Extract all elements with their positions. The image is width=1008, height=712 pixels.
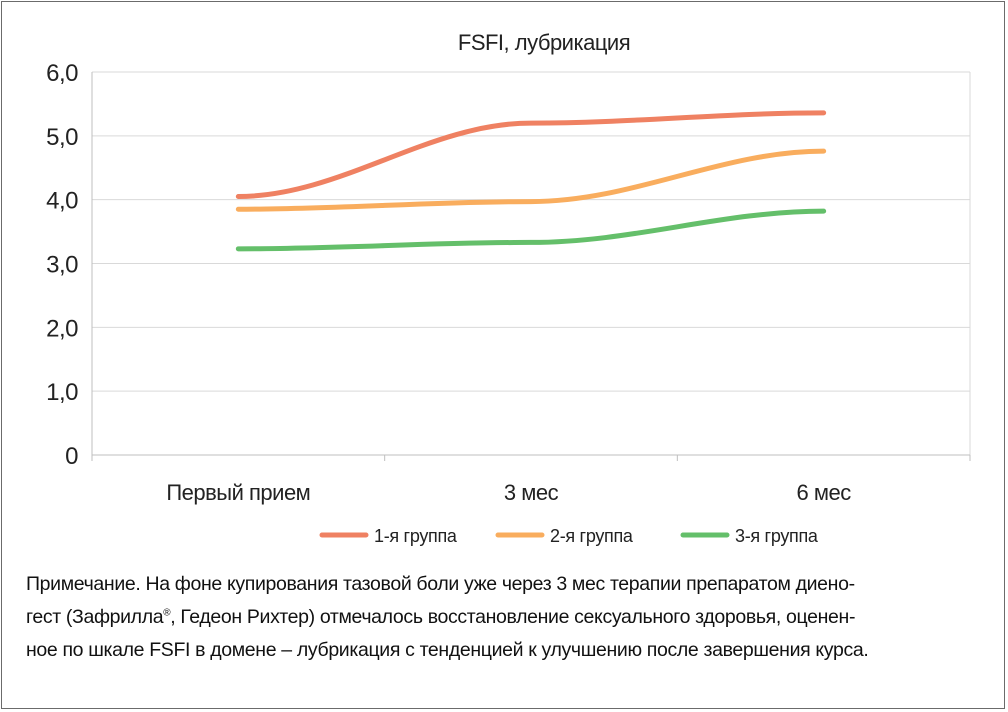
series-line-1 (235, 110, 827, 199)
y-tick-label-1: 1,0 (46, 379, 78, 406)
registered-mark: ® (163, 607, 171, 619)
x-tick-label-2: 6 мес (797, 480, 852, 505)
legend-label-1: 1-я группа (374, 526, 458, 546)
note-line-2: гест (Зафрилла®, Гедеон Рихтер) отмечало… (26, 601, 988, 634)
y-tick-label-2: 2,0 (46, 315, 78, 342)
note-line-1: Примечание. На фоне купирования тазовой … (26, 573, 855, 595)
note-line-3: ное по шкале FSFI в домене – лубрикация … (26, 639, 869, 661)
legend-label-3: 3-я группа (735, 526, 819, 546)
series-line-3 (235, 208, 827, 252)
line-chart: FSFI, лубрикация 0 1,0 2,0 3,0 4,0 5,0 6,0 Первы… (46, 30, 971, 546)
y-tick-label-4: 4,0 (46, 188, 78, 215)
legend-label-2: 2-я группа (550, 526, 634, 546)
x-tick-label-0: Первый прием (166, 480, 310, 505)
note-line-2-part-a: гест (Зафрилла (26, 606, 164, 628)
figure-note: Примечание. На фоне купирования тазовой … (26, 568, 988, 667)
y-tick-label-6: 6,0 (46, 60, 78, 87)
x-tick-label-1: 3 мес (504, 480, 559, 505)
y-tick-label-0: 0 (65, 443, 78, 470)
chart-title: FSFI, лубрикация (458, 30, 630, 55)
y-tick-label-3: 3,0 (46, 252, 78, 279)
note-line-2-part-b: , Гедеон Рихтер) отмечалось восстановлен… (170, 606, 856, 628)
y-tick-label-5: 5,0 (46, 124, 78, 151)
